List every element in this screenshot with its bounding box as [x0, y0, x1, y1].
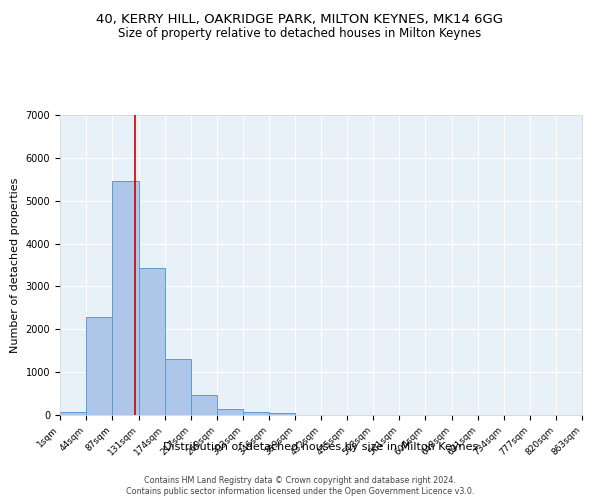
Bar	[269, 414, 295, 415]
Bar	[191, 396, 217, 415]
Text: 40, KERRY HILL, OAKRIDGE PARK, MILTON KEYNES, MK14 6GG: 40, KERRY HILL, OAKRIDGE PARK, MILTON KE…	[97, 12, 503, 26]
Bar	[139, 268, 165, 415]
Y-axis label: Number of detached properties: Number of detached properties	[10, 178, 20, 352]
Text: 40 KERRY HILL: 125sqm
← 52% of detached houses are smaller (6,855)
47% of semi-d: 40 KERRY HILL: 125sqm ← 52% of detached …	[0, 499, 1, 500]
Text: Contains public sector information licensed under the Open Government Licence v3: Contains public sector information licen…	[126, 488, 474, 496]
Bar	[86, 318, 112, 415]
Text: Contains HM Land Registry data © Crown copyright and database right 2024.: Contains HM Land Registry data © Crown c…	[144, 476, 456, 485]
Text: Size of property relative to detached houses in Milton Keynes: Size of property relative to detached ho…	[118, 28, 482, 40]
Bar	[217, 408, 243, 415]
Text: Distribution of detached houses by size in Milton Keynes: Distribution of detached houses by size …	[163, 442, 479, 452]
Bar	[60, 412, 86, 415]
Bar	[112, 180, 139, 415]
Bar	[165, 359, 191, 415]
Bar	[243, 412, 269, 415]
